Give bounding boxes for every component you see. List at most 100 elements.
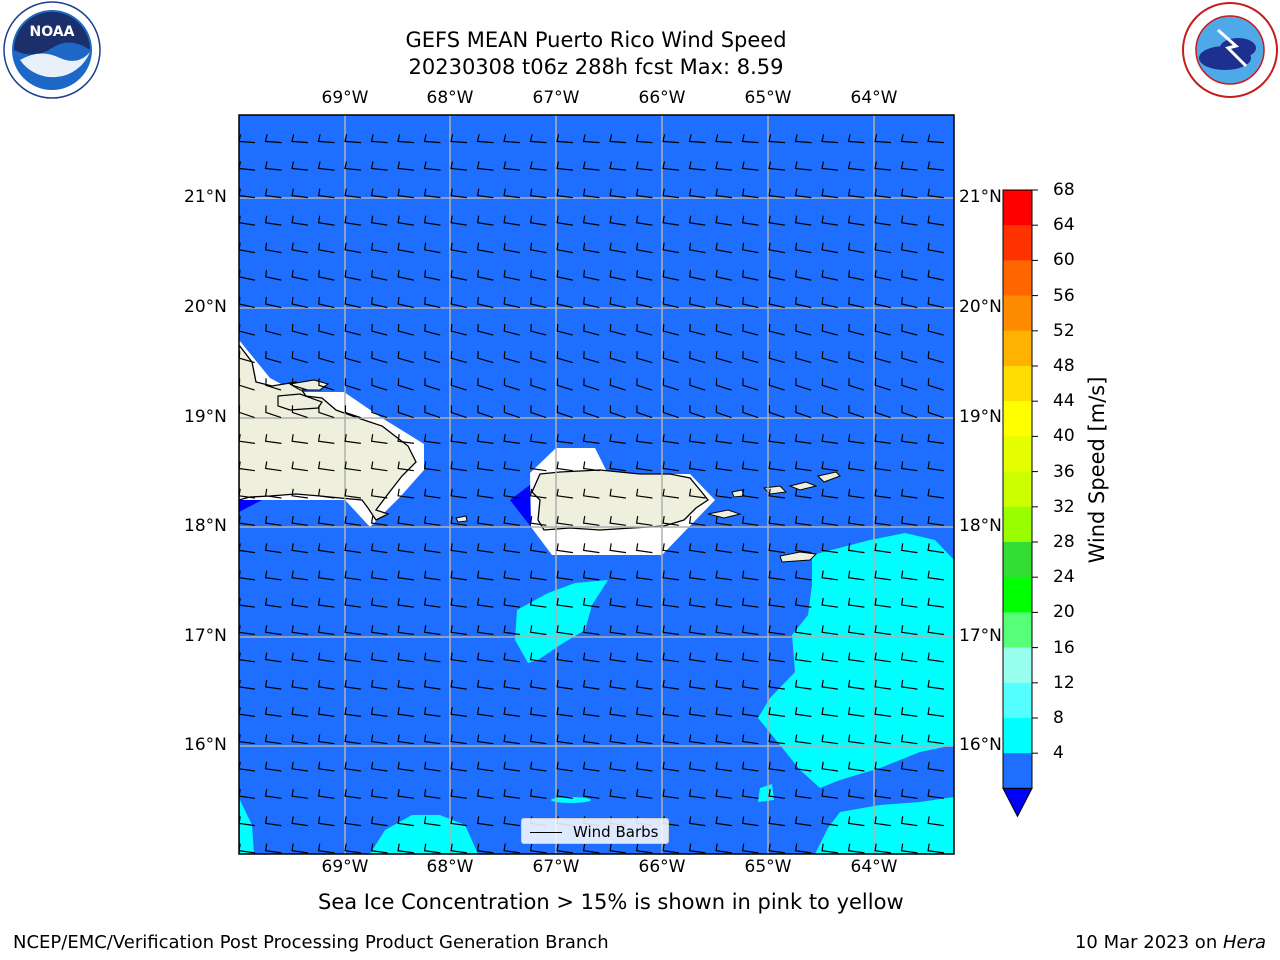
wind-barb — [635, 570, 653, 581]
wind-barb — [953, 167, 954, 170]
wind-barb — [503, 161, 521, 171]
wind-barb — [900, 242, 918, 254]
wind-barb — [371, 269, 388, 281]
colorbar-segment — [1003, 295, 1032, 332]
wind-barb — [662, 597, 679, 608]
wind-barb — [688, 625, 706, 636]
map-plot-area — [239, 115, 954, 880]
wind-barb — [715, 296, 732, 309]
wind-barb — [715, 761, 732, 772]
wind-barb — [344, 816, 361, 827]
wind-barb — [450, 378, 467, 391]
wind-barb — [716, 871, 732, 880]
wind-barb — [344, 707, 361, 717]
wind-barb — [265, 351, 282, 364]
wind-barb — [768, 296, 785, 309]
wind-barb — [715, 324, 732, 336]
wind-barb — [794, 843, 812, 854]
wind-barb — [291, 761, 308, 772]
puerto-rico-island — [531, 469, 709, 531]
wind-barb — [370, 516, 388, 526]
wind-barb — [927, 134, 945, 144]
wind-barb — [715, 652, 732, 663]
wind-barb — [583, 405, 600, 419]
wind-barb — [927, 188, 944, 199]
wind-barb — [741, 461, 759, 472]
wind-barb — [344, 488, 361, 499]
wind-barb — [662, 434, 679, 444]
wind-barb — [874, 625, 891, 636]
wind-barb — [715, 242, 733, 254]
wind-barb — [529, 242, 547, 254]
wind-barb — [741, 434, 759, 444]
wind-barb — [901, 324, 918, 336]
wind-barb — [715, 215, 732, 226]
wind-barb — [742, 269, 759, 281]
wind-barb — [635, 134, 653, 144]
wind-barb — [582, 570, 600, 581]
wind-barb — [768, 543, 785, 554]
lat-label-left-0: 21°N — [184, 187, 227, 207]
wind-barb — [582, 679, 600, 690]
wind-barb — [715, 816, 732, 827]
wind-barb — [609, 461, 626, 472]
wind-barb — [424, 296, 441, 309]
lat-label-left-4: 17°N — [184, 626, 227, 646]
wind-barb — [583, 269, 600, 281]
wind-barb — [503, 269, 520, 281]
wind-barb — [847, 816, 865, 827]
wind-barb — [609, 215, 626, 226]
wind-barb — [397, 378, 414, 391]
wind-barb — [264, 215, 282, 226]
wind-barb — [291, 679, 308, 690]
wind-barb — [450, 269, 467, 281]
wind-barb — [529, 188, 547, 199]
wind-barb — [927, 405, 944, 419]
wind-barb — [397, 761, 414, 772]
wind-barb — [847, 543, 865, 554]
lon-label-top-0: 69°W — [321, 88, 369, 108]
wind-barb — [662, 707, 679, 717]
wind-barb — [556, 378, 573, 391]
wind-barb — [291, 351, 308, 364]
wind-barb — [370, 134, 388, 144]
wind-barb — [582, 707, 600, 717]
wind-barb — [821, 789, 838, 799]
wind-barb — [318, 405, 335, 419]
wind-barb — [821, 652, 838, 663]
light-wind-area-sw — [240, 800, 254, 854]
wind-barb — [583, 351, 600, 364]
wind-barb — [344, 188, 361, 199]
wind-barb — [795, 296, 812, 309]
colorbar-tick-label: 68 — [1053, 180, 1075, 200]
wind-barb — [689, 324, 706, 336]
wind-barb — [715, 161, 733, 171]
wind-barb — [265, 378, 282, 391]
wind-barb — [317, 188, 335, 199]
wind-barb — [450, 816, 467, 827]
wind-barb — [530, 296, 547, 309]
wind-barb — [768, 405, 785, 419]
wind-barb — [291, 843, 308, 854]
colorbar-tick-label: 32 — [1053, 496, 1075, 517]
wind-barb — [821, 488, 838, 499]
wind-barb — [821, 405, 838, 419]
wind-barb — [874, 843, 891, 854]
wind-barb — [715, 188, 732, 199]
wind-barb — [530, 405, 547, 419]
wind-barb — [874, 378, 891, 391]
wind-barb — [715, 707, 732, 717]
wind-barb — [688, 188, 706, 199]
wind-barb — [317, 734, 335, 745]
colorbar-tick-label: 52 — [1053, 320, 1075, 341]
wind-barb — [794, 215, 812, 226]
wind-barb — [901, 351, 918, 364]
wind-barb — [556, 761, 573, 772]
wind-barb — [450, 488, 467, 499]
wind-barb — [291, 570, 308, 581]
wind-barb — [901, 378, 918, 391]
wind-barb — [264, 488, 282, 499]
wind-barb — [370, 843, 388, 854]
wind-barb — [450, 351, 467, 364]
wind-barb — [688, 543, 706, 554]
